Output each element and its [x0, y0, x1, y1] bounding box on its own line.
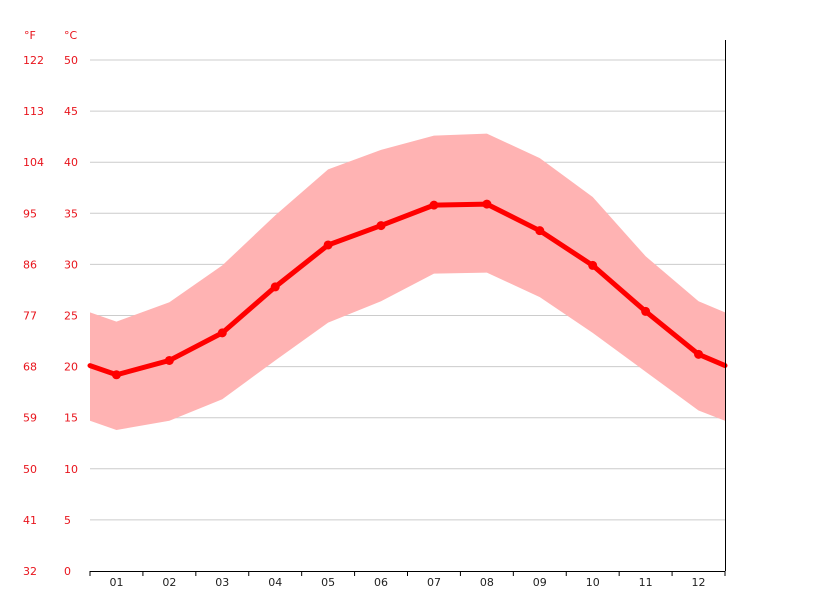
x-tick-label: 04	[268, 576, 282, 589]
y-tick-fahrenheit: 41	[23, 514, 37, 527]
x-tick-label: 10	[586, 576, 600, 589]
x-tick-label: 09	[533, 576, 547, 589]
x-tick-label: 07	[427, 576, 441, 589]
average-point	[641, 306, 651, 316]
y-tick-celsius: 0	[64, 565, 71, 578]
x-tick-label: 12	[692, 576, 706, 589]
y-tick-celsius: 35	[64, 207, 78, 220]
x-tick-label: 06	[374, 576, 388, 589]
y-tick-fahrenheit: 113	[23, 105, 44, 118]
y-tick-fahrenheit: 68	[23, 361, 37, 374]
y-tick-fahrenheit: 32	[23, 565, 37, 578]
temperature-range-band	[90, 133, 725, 430]
y-tick-celsius: 25	[64, 310, 78, 323]
average-point	[694, 349, 704, 359]
min-max-band	[90, 133, 725, 430]
average-temperature-line	[87, 201, 728, 378]
y-tick-fahrenheit: 122	[23, 54, 44, 67]
y-tick-celsius: 20	[64, 361, 78, 374]
y-tick-celsius: 45	[64, 105, 78, 118]
x-tick-label: 08	[480, 576, 494, 589]
x-tick-label: 11	[639, 576, 653, 589]
y-tick-celsius: 5	[64, 514, 71, 527]
y-tick-celsius: 30	[64, 258, 78, 271]
y-tick-celsius: 40	[64, 156, 78, 169]
average-point	[270, 282, 280, 292]
average-point	[111, 370, 121, 380]
celsius-unit-label: °C	[64, 29, 78, 42]
average-point	[588, 260, 598, 270]
x-tick-label: 02	[162, 576, 176, 589]
y-tick-fahrenheit: 104	[23, 156, 44, 169]
x-tick-label: 03	[215, 576, 229, 589]
average-point	[535, 226, 545, 236]
average-point	[482, 199, 492, 209]
fahrenheit-unit-label: °F	[24, 29, 36, 42]
y-tick-celsius: 15	[64, 412, 78, 425]
average-point	[217, 328, 227, 338]
y-tick-celsius: 10	[64, 463, 78, 476]
average-point	[429, 200, 439, 210]
y-tick-fahrenheit: 59	[23, 412, 37, 425]
y-tick-fahrenheit: 95	[23, 207, 37, 220]
axes: 0 32 5 41 10 50 15 59 20 68 25 77 30 86 35 95 40 104 45 113…	[23, 40, 726, 589]
average-point	[164, 355, 174, 365]
x-tick-label: 01	[109, 576, 123, 589]
average-point	[376, 221, 386, 231]
y-tick-celsius: 50	[64, 54, 78, 67]
average-point	[323, 240, 333, 250]
average-line	[87, 199, 728, 380]
x-tick-label: 05	[321, 576, 335, 589]
y-tick-fahrenheit: 77	[23, 310, 37, 323]
y-tick-fahrenheit: 50	[23, 463, 37, 476]
y-tick-fahrenheit: 86	[23, 258, 37, 271]
